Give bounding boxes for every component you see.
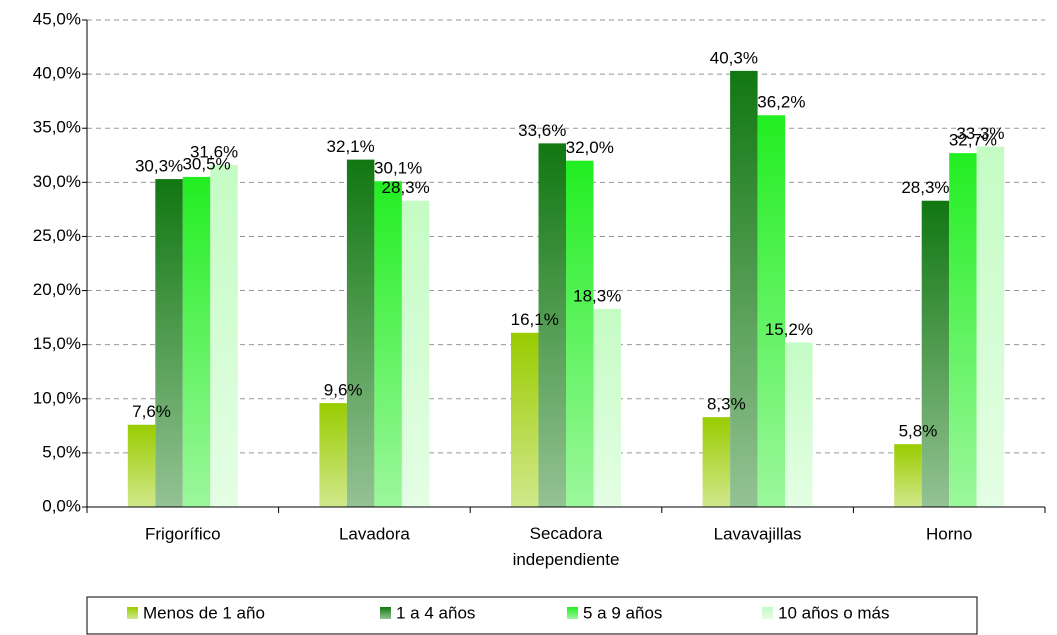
bar	[127, 424, 156, 507]
bar	[374, 181, 402, 508]
y-tick-label: 5,0%	[42, 442, 81, 461]
bar	[785, 342, 813, 507]
data-label: 32,7%	[949, 131, 997, 150]
bar	[894, 444, 922, 507]
legend-label: 10 años o más	[778, 603, 890, 622]
bar	[921, 200, 950, 507]
data-label: 30,1%	[374, 159, 422, 178]
x-tick-label: Horno	[926, 524, 972, 543]
data-label: 30,3%	[135, 157, 183, 176]
legend-swatch	[380, 607, 391, 619]
legend-swatch	[127, 607, 138, 619]
y-tick-label: 40,0%	[33, 64, 81, 83]
bar	[566, 160, 594, 507]
x-tick-label: Secadora independiente	[513, 524, 620, 569]
data-label: 8,3%	[707, 395, 746, 414]
bar	[730, 70, 758, 507]
legend-box	[86, 596, 978, 635]
bar	[210, 165, 238, 508]
bar	[319, 403, 347, 507]
y-tick-label: 10,0%	[33, 388, 81, 407]
bar	[182, 176, 211, 507]
x-tick-label: Lavadora	[339, 524, 410, 543]
y-tick-label: 20,0%	[33, 280, 81, 299]
y-tick-label: 0,0%	[42, 496, 81, 515]
bar	[346, 159, 375, 507]
data-label: 28,3%	[382, 178, 430, 197]
bar	[976, 146, 1005, 507]
data-label: 30,5%	[182, 154, 230, 173]
bar	[401, 200, 430, 507]
y-tick-label: 30,0%	[33, 172, 81, 191]
data-label: 5,8%	[899, 422, 938, 441]
y-tick-label: 35,0%	[33, 118, 81, 137]
data-label: 28,3%	[901, 178, 949, 197]
data-label: 36,2%	[757, 93, 805, 112]
data-label: 33,6%	[518, 121, 566, 140]
bar	[757, 115, 786, 507]
legend-label: 1 a 4 años	[396, 603, 475, 622]
x-tick-label: Frigorífico	[145, 524, 221, 543]
bar	[155, 179, 183, 507]
bar	[538, 143, 566, 507]
bar	[702, 417, 731, 507]
data-label: 33,3%	[956, 124, 1004, 143]
legend-label: 5 a 9 años	[583, 603, 662, 622]
data-label: 32,0%	[566, 138, 614, 157]
x-tick-label: Lavavajillas	[714, 524, 802, 543]
data-label: 9,6%	[324, 381, 363, 400]
data-label: 15,2%	[765, 320, 813, 339]
data-label: 18,3%	[573, 286, 621, 305]
legend-swatch	[762, 607, 773, 619]
legend-swatch	[567, 607, 578, 619]
data-label: 32,1%	[327, 137, 375, 156]
data-label: 16,1%	[511, 310, 559, 329]
data-label: 7,6%	[132, 402, 171, 421]
legend-label: Menos de 1 año	[143, 603, 265, 622]
data-label: 31,6%	[190, 143, 238, 162]
y-tick-label: 45,0%	[33, 9, 81, 28]
bar	[511, 332, 539, 507]
y-tick-label: 25,0%	[33, 226, 81, 245]
y-tick-label: 15,0%	[33, 334, 81, 353]
data-label: 40,3%	[710, 48, 758, 67]
bar	[949, 153, 977, 507]
bar	[593, 308, 621, 507]
